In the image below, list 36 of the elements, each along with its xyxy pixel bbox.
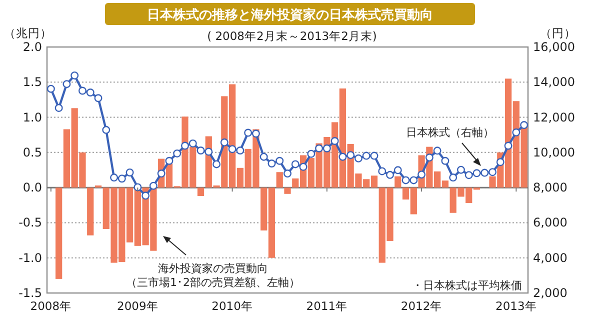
y-tick-label: 0.5: [22, 145, 42, 160]
x-tick-label: 2011年: [306, 299, 348, 313]
y2-tick-label: 6,000: [533, 216, 568, 230]
y-tick-label: 1.0: [22, 110, 42, 124]
bar: [197, 188, 204, 196]
annotation: 海外投資家の売買動向: [158, 262, 268, 275]
y-tick-label: 2.0: [22, 40, 42, 54]
y-tick-label: 1.5: [22, 75, 42, 90]
y-tick-label: -0.5: [18, 216, 42, 230]
y-tick-label: -1.0: [18, 250, 42, 265]
y-axis-title: （兆円）: [4, 26, 52, 40]
chart-title: 日本株式の推移と海外投資家の日本株式売買動向: [147, 7, 433, 23]
annotation: （三市場1･2部の売買差額、左軸）: [126, 276, 300, 289]
bar: [56, 188, 62, 279]
x-tick-label: 2012年: [400, 299, 442, 313]
y2-tick-label: 8,000: [533, 180, 568, 195]
y2-tick-label: 4,000: [533, 250, 568, 265]
annotation: ・日本株式は平均株価: [412, 279, 522, 292]
bar: [276, 172, 283, 188]
y2-tick-label: 14,000: [533, 75, 575, 90]
x-tick-label: 2010年: [212, 299, 253, 313]
bar: [284, 188, 291, 194]
x-tick-label: 2008年: [30, 299, 72, 313]
y-tick-label: 0.0: [22, 180, 42, 195]
y2-tick-label: 10,000: [533, 145, 575, 160]
x-tick-label: 2009年: [117, 299, 158, 313]
y2-tick-label: 2,000: [533, 286, 568, 300]
chart-subtitle: ( 2008年2月末～2013年2月末): [207, 29, 377, 43]
y2-tick-label: 16,000: [533, 40, 575, 54]
annotation: 日本株式（右軸）: [406, 126, 494, 139]
bar: [94, 185, 102, 188]
y2-tick-label: 12,000: [533, 110, 575, 124]
y2-axis-title: （円）: [540, 26, 576, 40]
y-tick-label: -1.5: [18, 286, 42, 300]
bar: [87, 188, 94, 236]
x-tick-label: 2013年: [496, 299, 537, 313]
